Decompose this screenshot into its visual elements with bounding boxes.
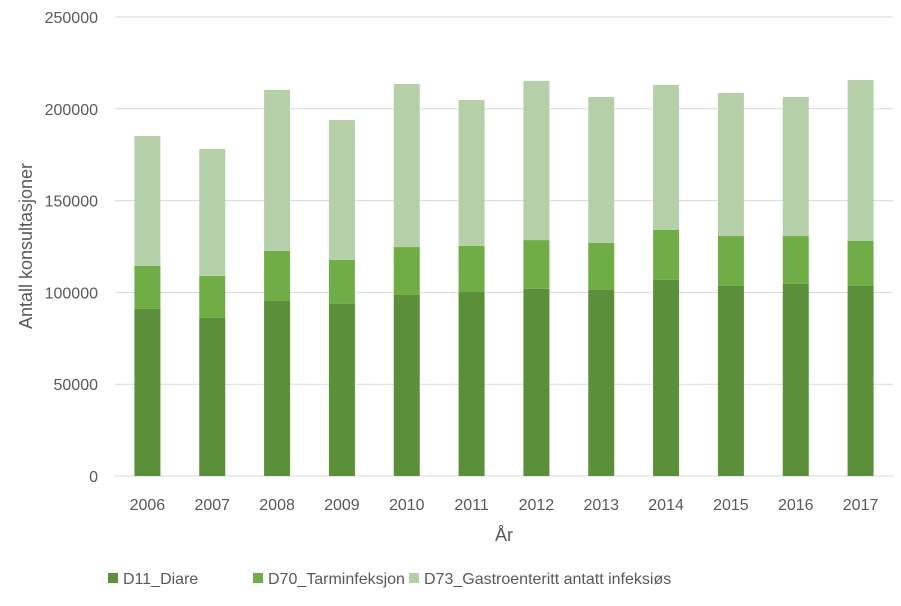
bar-d11-2016 [782, 283, 809, 476]
x-tick-label: 2009 [324, 497, 360, 514]
y-tick-label: 250000 [45, 10, 98, 27]
bar-d11-2008 [264, 301, 291, 476]
bar-d70-2007 [199, 275, 226, 318]
y-tick-label: 50000 [54, 377, 99, 394]
x-tick-label: 2008 [259, 497, 295, 514]
bar-d11-2012 [523, 288, 550, 476]
x-tick-label: 2015 [713, 497, 749, 514]
bar-d73-2006 [134, 135, 161, 266]
legend: D11_Diare D70_Tarminfeksjon D73_Gastroente… [108, 571, 671, 588]
y-tick-label: 100000 [45, 285, 98, 302]
legend-swatch [253, 573, 263, 583]
bar-d73-2016 [782, 97, 809, 237]
bar-d70-2009 [328, 259, 355, 304]
legend-swatch [108, 573, 118, 583]
y-tick-labels: 0 50000 100000 150000 200000 250000 [45, 10, 98, 486]
x-tick-label: 2010 [389, 497, 425, 514]
bar-d73-2010 [393, 84, 420, 248]
y-tick-label: 0 [89, 469, 98, 486]
bar-d70-2015 [717, 236, 744, 286]
bar-d73-2012 [523, 80, 550, 241]
bar-d73-2014 [653, 84, 680, 230]
bar-d11-2009 [328, 303, 355, 476]
x-tick-label: 2012 [519, 497, 555, 514]
bar-d73-2013 [588, 97, 615, 244]
bar-d73-2009 [328, 119, 355, 260]
legend-label: D70_Tarminfeksjon [268, 571, 405, 588]
x-tick-label: 2013 [583, 497, 619, 514]
bar-d70-2013 [588, 243, 615, 291]
bar-d11-2014 [653, 279, 680, 476]
legend-label: D73_Gastroenteritt antatt infeksiøs [424, 571, 671, 588]
bar-d70-2006 [134, 265, 161, 309]
legend-label: D11_Diare [123, 571, 198, 588]
x-tick-label: 2014 [648, 497, 684, 514]
x-tick-label: 2011 [454, 497, 489, 514]
bar-d73-2011 [458, 99, 485, 246]
gridlines [115, 16, 893, 477]
bar-d73-2007 [199, 149, 226, 276]
y-tick-label: 200000 [45, 102, 98, 119]
bar-d70-2016 [782, 236, 809, 284]
bar-d70-2017 [847, 240, 874, 286]
bar-d11-2010 [393, 294, 420, 476]
bar-d70-2011 [458, 245, 485, 293]
bar-d70-2010 [393, 247, 420, 295]
bar-d70-2014 [653, 229, 680, 280]
bar-d70-2008 [264, 250, 291, 302]
x-tick-label: 2007 [194, 497, 230, 514]
legend-swatch [409, 573, 419, 583]
x-tick-label: 2017 [843, 497, 879, 514]
bar-d11-2011 [458, 292, 485, 476]
y-axis-label: Antall konsultasjoner [16, 163, 36, 329]
x-axis-label: År [495, 525, 513, 545]
bar-d11-2007 [199, 317, 226, 476]
bars [134, 79, 874, 476]
y-tick-label: 150000 [45, 194, 98, 211]
bar-d11-2013 [588, 290, 615, 476]
bar-d11-2017 [847, 285, 874, 476]
x-tick-labels: 2006 2007 2008 2009 2010 2011 2012 2013 2014 2015… [130, 497, 879, 514]
x-tick-label: 2006 [130, 497, 166, 514]
x-tick-label: 2016 [778, 497, 814, 514]
bar-d11-2006 [134, 308, 161, 476]
bar-d73-2008 [264, 89, 291, 251]
bar-d70-2012 [523, 240, 550, 289]
bar-d73-2017 [847, 79, 874, 241]
bar-d73-2015 [717, 93, 744, 237]
bar-d11-2015 [717, 285, 744, 476]
